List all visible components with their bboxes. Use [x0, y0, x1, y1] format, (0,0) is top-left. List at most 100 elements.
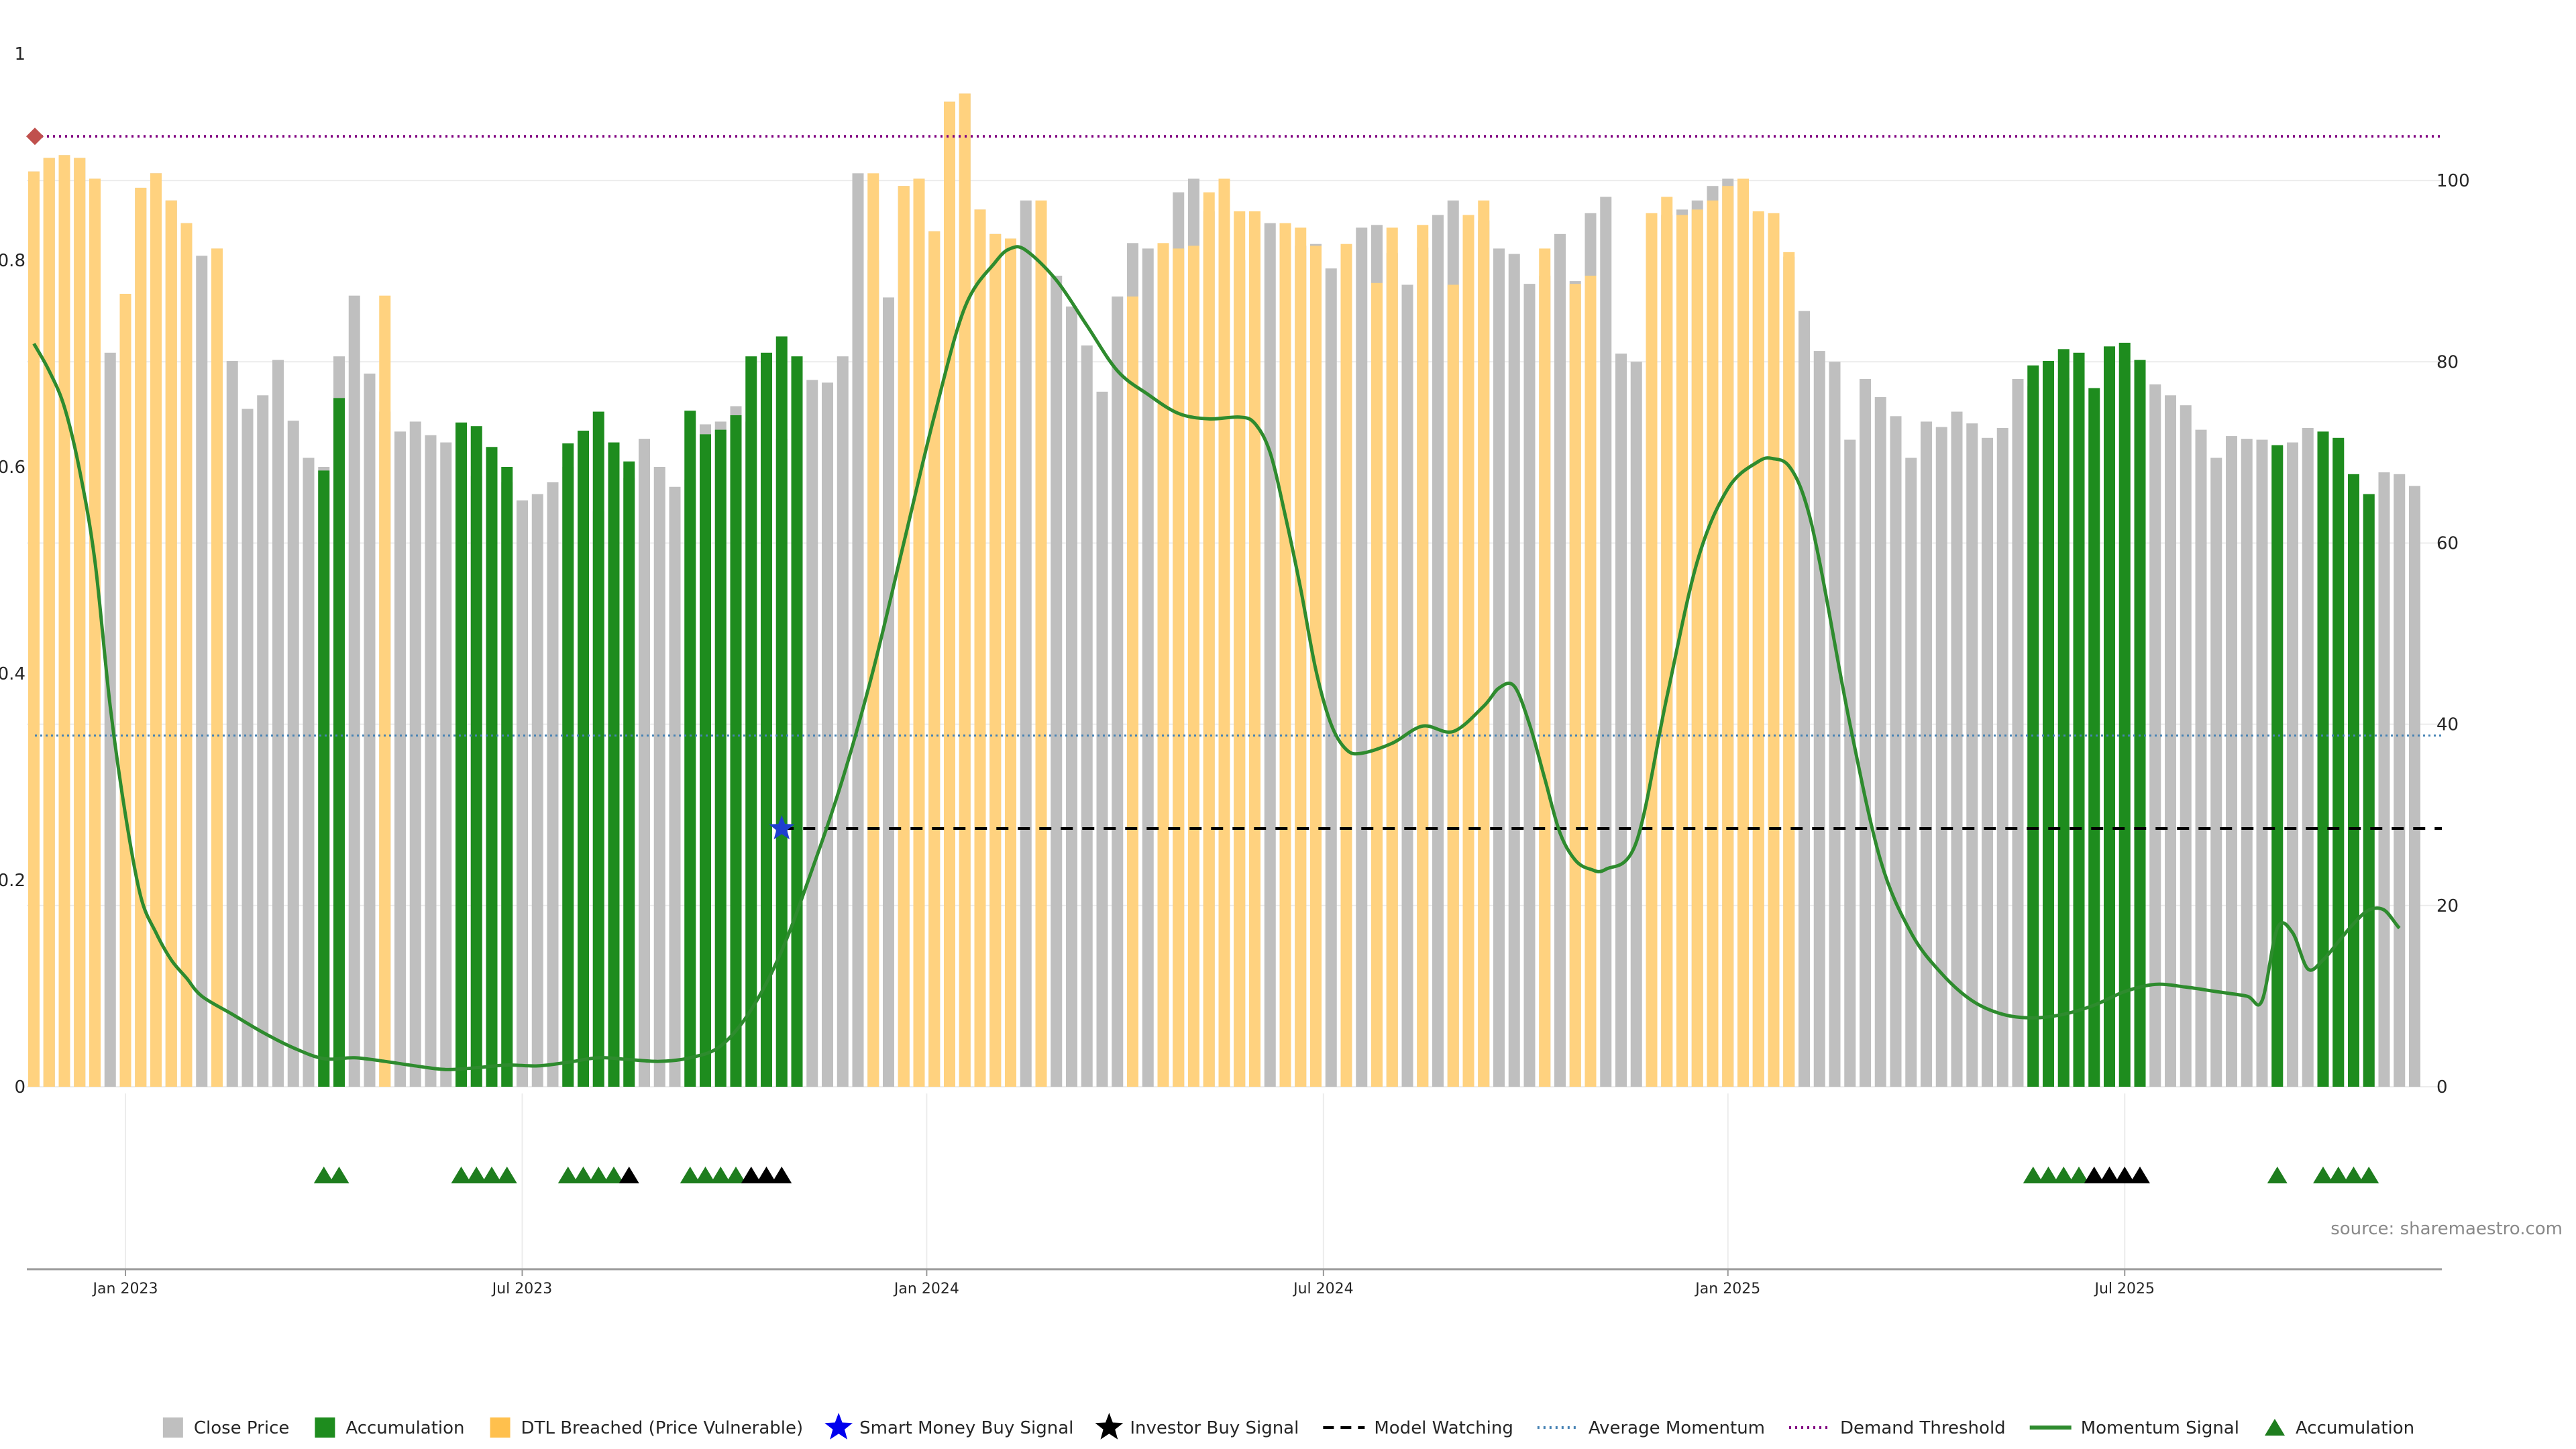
accumulation-triangle: [604, 1167, 624, 1183]
close-price-bar: [1112, 297, 1124, 1087]
close-price-bar: [653, 467, 665, 1087]
close-price-bar: [2210, 458, 2222, 1087]
investor-buy-triangle: [771, 1167, 792, 1183]
dtl-breached-bar: [1707, 200, 1719, 1087]
dtl-breached-bar: [74, 158, 86, 1087]
accumulation-bar: [700, 434, 711, 1087]
close-price-bar: [1982, 437, 1993, 1087]
legend-label: Average Momentum: [1589, 1418, 1765, 1438]
accumulation-triangle: [573, 1167, 594, 1183]
close-price-bar: [425, 435, 437, 1087]
x-axis-tick: Jan 2024: [893, 1281, 959, 1297]
accumulation-triangle: [588, 1167, 609, 1183]
close-price-bar: [348, 295, 360, 1087]
close-price-bar: [806, 380, 818, 1087]
dtl-breached-bar: [1173, 248, 1185, 1087]
accumulation-bar: [2088, 388, 2100, 1087]
left-axis-tick: 0.8: [0, 251, 25, 271]
axes: 0 0.2 0.4 0.6 0.8 1 0 20 40 60 80 100 Jan 2023 Jul 20…: [0, 44, 2470, 1297]
close-price-bar: [440, 442, 452, 1087]
close-price-bar: [272, 360, 284, 1087]
accumulation-bar: [2271, 445, 2284, 1087]
left-axis-tick: 0.2: [0, 871, 25, 891]
close-price-bar: [1951, 411, 1963, 1087]
close-price-bar: [1874, 396, 1886, 1087]
momentum-signal-layer: [32, 245, 2401, 1071]
dtl-breached-bar: [1783, 252, 1795, 1087]
dtl-breached-bar: [150, 173, 162, 1087]
close-price-bar: [1066, 306, 1077, 1087]
legend-label: Close Price: [194, 1418, 290, 1438]
dtl-breached-bar: [1386, 227, 1398, 1087]
accumulation-bar: [714, 429, 727, 1087]
accumulation-triangle: [482, 1167, 502, 1183]
dtl-breached-bar: [1295, 227, 1307, 1087]
dtl-breached-bar: [1569, 284, 1581, 1087]
accumulation-triangle: [680, 1167, 700, 1183]
dtl-breached-bar: [43, 158, 55, 1087]
accumulation-bar: [455, 422, 467, 1087]
dtl-breached-bar: [1249, 211, 1260, 1087]
legend: Close Price Accumulation DTL Breached (Pri…: [162, 1413, 2414, 1440]
close-price-bar: [1630, 362, 1642, 1087]
dtl-breached-bar: [928, 231, 941, 1087]
close-price-bar: [1966, 423, 1978, 1087]
accumulation-bar: [2104, 346, 2115, 1087]
dtl-breached-bar: [1279, 223, 1291, 1087]
dtl-breached-bar: [944, 101, 955, 1087]
dtl-breached-bar: [989, 233, 1002, 1087]
close-price-bar: [2165, 395, 2176, 1087]
accumulation-triangle: [710, 1167, 731, 1183]
close-price-bar: [257, 395, 269, 1087]
dtl-breached-bar: [211, 248, 223, 1087]
momentum-signal-line: [32, 245, 2401, 1071]
dtl-breached-bar: [1539, 248, 1551, 1087]
accumulation-triangle: [2343, 1167, 2364, 1183]
close-price-bar: [669, 486, 681, 1087]
accumulation-bar: [578, 430, 589, 1087]
x-axis-tick: Jan 2025: [1694, 1281, 1760, 1297]
close-price-bar: [1996, 427, 2008, 1087]
close-price-bar: [1905, 458, 1917, 1087]
dtl-breached-bar: [1691, 209, 1703, 1087]
close-price-bar: [2302, 427, 2314, 1087]
accumulation-bar: [470, 426, 482, 1087]
accumulation-triangle: [2267, 1167, 2288, 1183]
investor-buy-triangle: [2099, 1167, 2120, 1183]
accumulation-triangle: [2313, 1167, 2333, 1183]
accumulation-triangle: [451, 1167, 472, 1183]
dtl-breached-bar: [1005, 238, 1016, 1087]
close-price-bar: [517, 500, 528, 1087]
investor-buy-triangle: [741, 1167, 761, 1183]
close-price-bar: [1523, 284, 1536, 1087]
accumulation-bar: [2348, 474, 2359, 1087]
accumulation-bar: [2134, 360, 2146, 1087]
dtl-breached-bar: [1035, 200, 1047, 1087]
accumulation-bar: [745, 356, 757, 1087]
legend-label: Momentum Signal: [2081, 1418, 2239, 1438]
accumulation-bar: [791, 356, 803, 1087]
source-label: source: sharemaestro.com: [2330, 1219, 2563, 1239]
dtl-breached-bar: [1462, 215, 1474, 1087]
x-axis-tick: Jul 2023: [491, 1281, 553, 1297]
close-price-bar: [639, 439, 650, 1087]
close-price-bar: [1600, 197, 1612, 1087]
dtl-breached-bar: [1127, 297, 1138, 1087]
accumulation-bar: [2057, 349, 2070, 1087]
dtl-breached-bar: [1203, 192, 1215, 1087]
close-price-bar: [2256, 439, 2268, 1087]
right-axis-tick: 100: [2436, 171, 2470, 191]
investor-buy-triangle: [2084, 1167, 2104, 1183]
accumulation-triangle: [2053, 1167, 2074, 1183]
close-price-bar: [1508, 254, 1520, 1087]
dtl-breached-bar: [1646, 213, 1658, 1087]
left-axis-tick: 0.4: [0, 664, 25, 684]
investor-buy-triangle: [2114, 1167, 2135, 1183]
close-price-bar: [1829, 362, 1841, 1087]
dtl-breached-bar: [1768, 213, 1780, 1087]
close-price-bar: [1264, 223, 1276, 1087]
close-price-bar: [1554, 233, 1566, 1087]
close-price-bar: [547, 482, 559, 1087]
close-price-bar: [1142, 248, 1154, 1087]
